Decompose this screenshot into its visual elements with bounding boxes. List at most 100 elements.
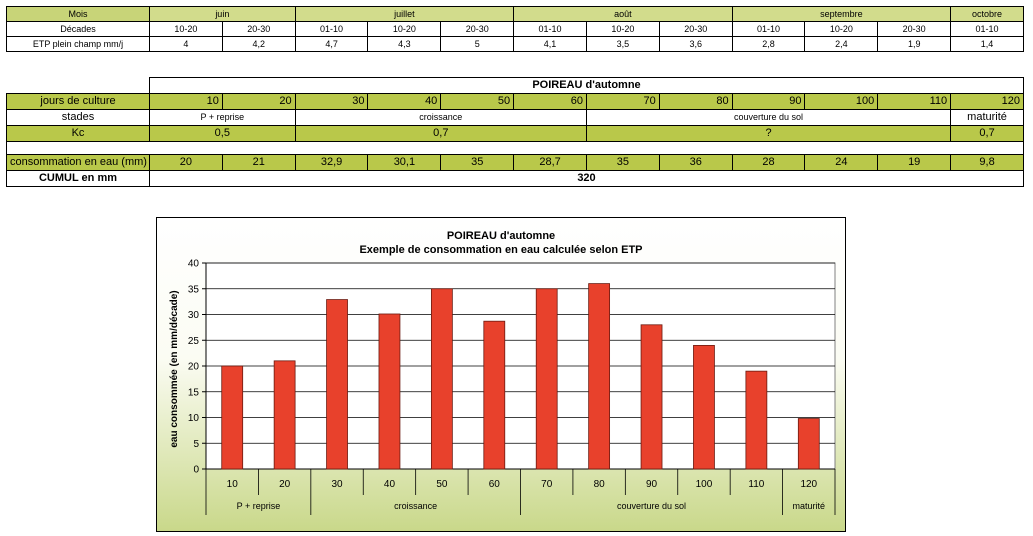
x-tick-label: 20 <box>279 479 291 490</box>
group-label: croissance <box>394 501 437 511</box>
poireau-table: POIREAU d'automne jours de culture 10 20… <box>6 77 1024 187</box>
stade-cell: couverture du sol <box>585 109 952 126</box>
x-tick-label: 40 <box>384 479 396 490</box>
jours-cell: 60 <box>513 93 587 110</box>
y-axis-label: eau consommée (en mm/décade) <box>169 290 180 447</box>
conso-cell: 30,1 <box>367 154 442 171</box>
bar-chart: POIREAU d'automne Exemple de consommatio… <box>169 230 836 515</box>
etp-cell: 1,4 <box>950 36 1024 52</box>
decade-cell: 20-30 <box>877 21 952 37</box>
x-tick-label: 70 <box>541 479 553 490</box>
conso-cell: 28,7 <box>513 154 587 171</box>
jours-cell: 10 <box>149 93 223 110</box>
group-label: P + reprise <box>237 501 281 511</box>
x-tick-label: 90 <box>646 479 658 490</box>
chart-title: POIREAU d'automne <box>447 230 555 242</box>
decade-cell: 10-20 <box>585 21 660 37</box>
x-tick-label: 100 <box>696 479 713 490</box>
conso-cell: 21 <box>221 154 296 171</box>
kc-row: Kc 0,5 0,7 ? 0,7 <box>6 125 1024 142</box>
jours-cell: 70 <box>585 93 660 110</box>
jours-cell: 30 <box>294 93 369 110</box>
y-tick-label: 5 <box>193 439 199 450</box>
y-tick-label: 40 <box>188 259 200 270</box>
etp-cell: 4 <box>149 36 223 52</box>
conso-cell: 32,9 <box>294 154 369 171</box>
decade-cell: 01-10 <box>950 21 1024 37</box>
bar <box>535 288 558 470</box>
etp-cell: 3,6 <box>658 36 733 52</box>
x-tick-label: 110 <box>748 479 764 490</box>
chart-subtitle: Exemple de consommation en eau calculée … <box>359 244 642 256</box>
jours-cell: 20 <box>221 93 296 110</box>
stades-label: stades <box>6 109 150 126</box>
bar <box>693 345 715 470</box>
stades-row: stades P + reprise croissance couverture… <box>6 109 1024 126</box>
decades-row: Décades 10-20 20-30 01-10 10-20 20-30 01… <box>6 21 1024 37</box>
months-row: Mois juin juillet août septembre octobre <box>6 6 1024 22</box>
cumul-value: 320 <box>149 170 1024 187</box>
etp-cell: 4,7 <box>294 36 369 52</box>
jours-cell: 100 <box>804 93 879 110</box>
spacer-row <box>6 141 1024 155</box>
bar <box>483 320 506 470</box>
bar <box>797 418 820 470</box>
jours-cell: 40 <box>367 93 442 110</box>
etp-cell: 2,4 <box>804 36 879 52</box>
decade-cell: 01-10 <box>731 21 806 37</box>
cumul-row: CUMUL en mm 320 <box>6 170 1024 187</box>
y-tick-label: 0 <box>193 465 199 476</box>
chart-panel: POIREAU d'automne Exemple de consommatio… <box>156 217 846 532</box>
mois-label: Mois <box>6 6 150 22</box>
x-tick-label: 30 <box>331 479 343 490</box>
etp-table: Mois juin juillet août septembre octobre… <box>6 6 1024 52</box>
spacer-cell <box>6 141 1024 155</box>
jours-cell: 80 <box>658 93 733 110</box>
conso-row: consommation en eau (mm) 20 21 32,9 30,1… <box>6 154 1024 171</box>
jours-cell: 50 <box>440 93 515 110</box>
conso-cell: 36 <box>658 154 733 171</box>
bar <box>745 370 768 470</box>
decade-cell: 10-20 <box>804 21 879 37</box>
decade-cell: 10-20 <box>367 21 442 37</box>
month-cell: juin <box>149 6 296 22</box>
kc-cell: 0,7 <box>294 125 587 142</box>
kc-cell: 0,7 <box>950 125 1024 142</box>
decade-cell: 20-30 <box>221 21 296 37</box>
bar <box>378 313 401 470</box>
bar <box>326 299 348 470</box>
etp-cell: 4,2 <box>221 36 296 52</box>
plot-area: 0 5 10 15 20 25 30 35 40 10 20 30 40 50 60 70 80 90 100 110… <box>188 259 836 515</box>
etp-cell: 2,8 <box>731 36 806 52</box>
etp-cell: 3,5 <box>585 36 660 52</box>
decade-cell: 20-30 <box>440 21 515 37</box>
bar <box>640 324 663 470</box>
kc-cell: ? <box>585 125 952 142</box>
conso-cell: 19 <box>877 154 952 171</box>
etp-label: ETP plein champ mm/j <box>6 36 150 52</box>
etp-cell: 1,9 <box>877 36 952 52</box>
x-tick-label: 60 <box>489 479 501 490</box>
poireau-title-row: POIREAU d'automne <box>6 77 1024 94</box>
y-tick-label: 10 <box>188 413 200 424</box>
decade-cell: 20-30 <box>658 21 733 37</box>
y-tick-label: 25 <box>188 336 200 347</box>
x-tick-label: 120 <box>800 479 817 490</box>
jours-label: jours de culture <box>6 93 150 110</box>
conso-cell: 35 <box>440 154 515 171</box>
decades-label: Décades <box>6 21 150 37</box>
blank-cell <box>6 77 150 94</box>
bar <box>273 360 296 470</box>
poireau-title: POIREAU d'automne <box>149 77 1024 94</box>
bar <box>588 283 611 470</box>
etp-cell: 4,3 <box>367 36 442 52</box>
kc-cell: 0,5 <box>149 125 296 142</box>
conso-cell: 9,8 <box>950 154 1024 171</box>
decade-cell: 01-10 <box>294 21 369 37</box>
x-tick-label: 50 <box>436 479 448 490</box>
x-tick-label: 10 <box>227 479 239 490</box>
conso-cell: 20 <box>149 154 223 171</box>
decade-cell: 01-10 <box>513 21 587 37</box>
bar <box>430 288 453 470</box>
jours-cell: 110 <box>877 93 952 110</box>
